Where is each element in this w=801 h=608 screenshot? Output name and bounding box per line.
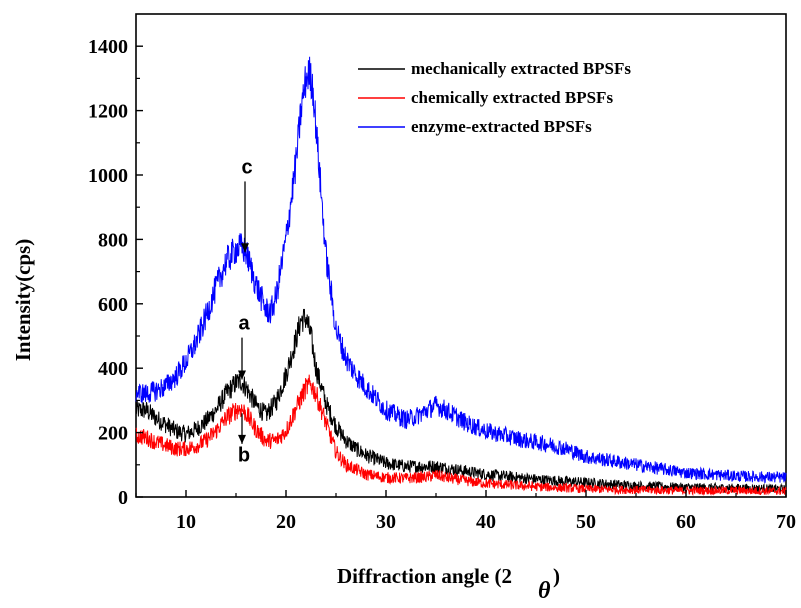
legend-label-0: mechanically extracted BPSFs xyxy=(411,59,631,78)
x-tick-label-3: 40 xyxy=(476,511,496,533)
y-tick-label-4: 800 xyxy=(98,229,128,251)
annotation-label-c: c xyxy=(241,156,252,178)
plot-border xyxy=(135,13,787,498)
annotation-arrowhead-b xyxy=(238,434,246,444)
x-axis-title-text: Diffraction angle (2 xyxy=(337,564,512,588)
x-tick-label-1: 20 xyxy=(276,511,296,533)
tick-group: 10 20 30 40 50 60 70 0 200 400 600 800 1000 1200 1400 xyxy=(88,36,796,533)
x-tick-label-2: 30 xyxy=(376,511,396,533)
x-tick-label-0: 10 xyxy=(176,511,196,533)
x-axis-theta-symbol: θ xyxy=(538,578,551,603)
legend: mechanically extracted BPSFs chemically e… xyxy=(358,59,631,136)
y-axis-title: Intensity(cps) xyxy=(11,239,35,362)
annotation-group: c a b xyxy=(238,156,253,466)
annotation-arrowhead-c xyxy=(241,243,249,253)
x-axis-title: Diffraction angle (2 xyxy=(337,564,512,588)
series-line-0 xyxy=(135,308,787,494)
y-tick-label-1: 200 xyxy=(98,423,128,445)
y-tick-label-2: 400 xyxy=(98,358,128,380)
x-tick-label-4: 50 xyxy=(576,511,596,533)
annotation-arrowhead-a xyxy=(238,370,246,380)
series-group xyxy=(135,56,787,497)
y-tick-label-7: 1400 xyxy=(88,36,128,58)
series-line-1 xyxy=(135,374,787,497)
y-tick-label-0: 0 xyxy=(118,487,128,509)
legend-label-2: enzyme-extracted BPSFs xyxy=(411,117,592,136)
series-line-2 xyxy=(135,56,787,484)
legend-label-1: chemically extracted BPSFs xyxy=(411,88,613,107)
plot-frame xyxy=(135,13,787,498)
x-tick-label-6: 70 xyxy=(776,511,796,533)
annotation-label-a: a xyxy=(238,313,250,335)
y-tick-label-3: 600 xyxy=(98,294,128,316)
y-tick-label-6: 1200 xyxy=(88,101,128,123)
annotation-label-b: b xyxy=(238,445,250,467)
x-axis-title-close: ) xyxy=(553,564,560,588)
y-tick-label-5: 1000 xyxy=(88,165,128,187)
x-tick-label-5: 60 xyxy=(676,511,696,533)
